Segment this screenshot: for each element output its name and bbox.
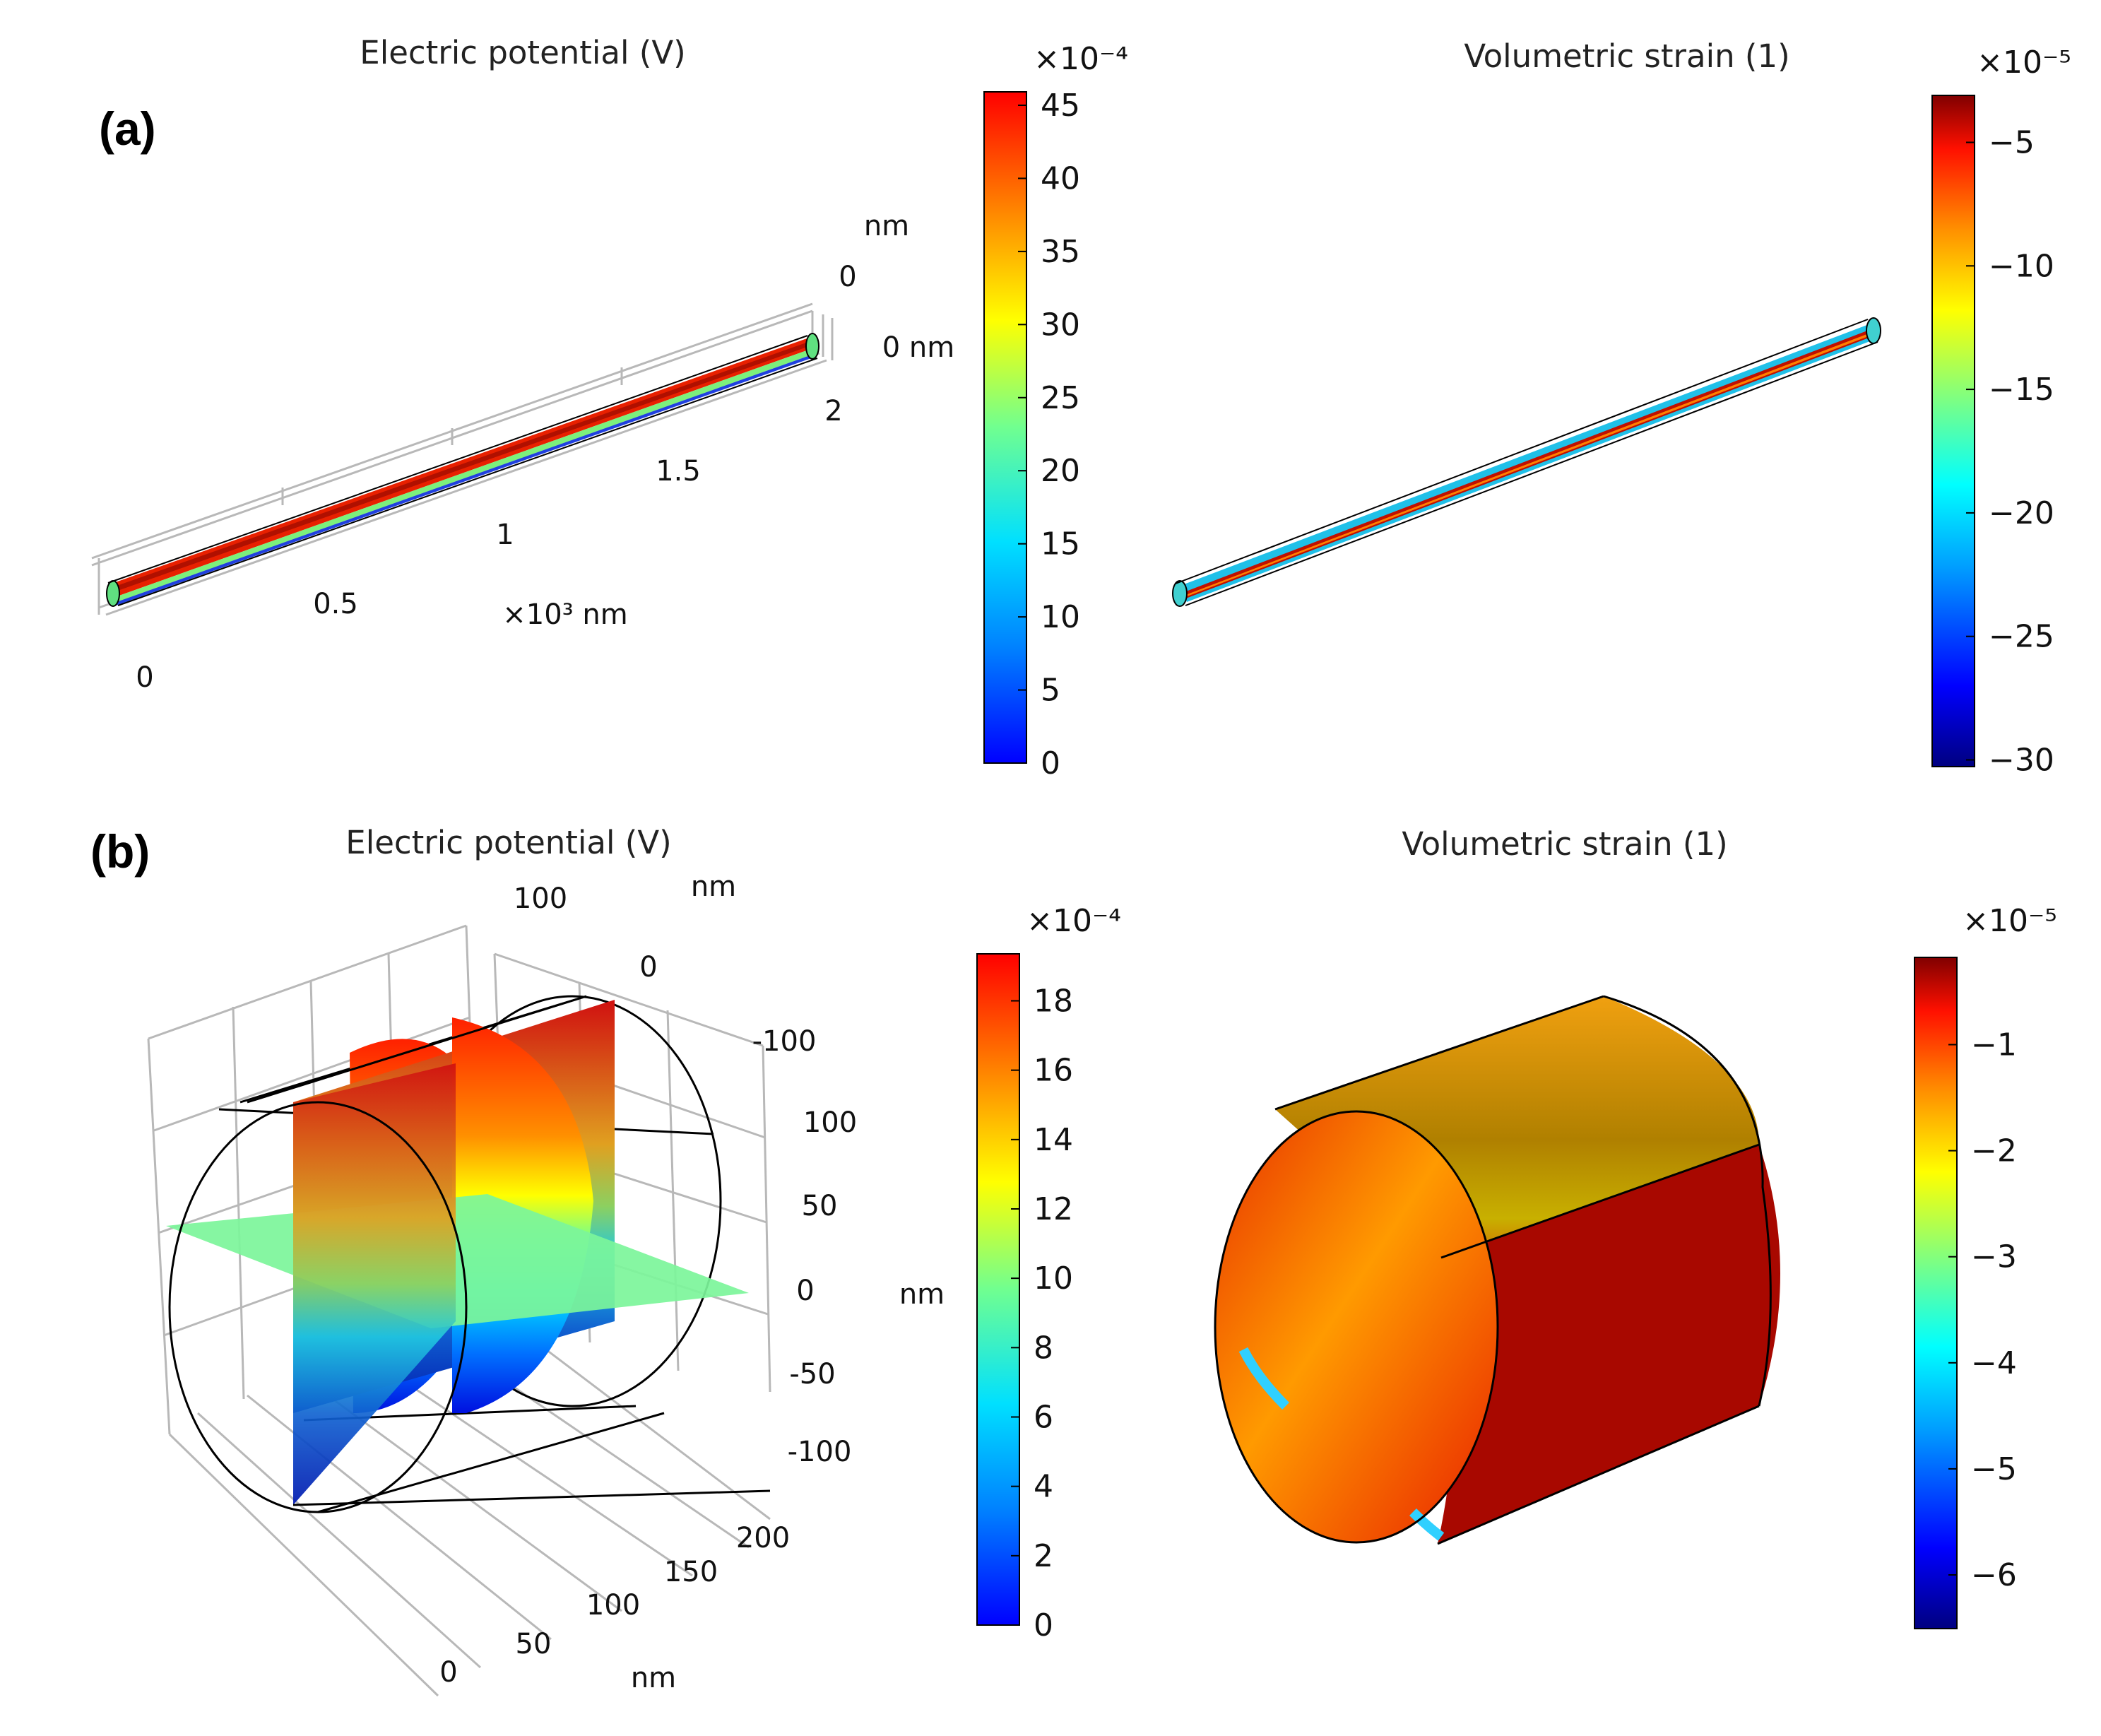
b-left-z-tick-1: 50 xyxy=(802,1190,838,1222)
a-left-x-tick-3: 1.5 xyxy=(656,455,701,488)
b-right-cb-tick-label-3: −3 xyxy=(1971,1239,2017,1275)
b-left-z-tick-0: 100 xyxy=(803,1106,857,1139)
b-left-top-tick-2: -100 xyxy=(752,1025,817,1058)
b-left-x-tick-0: 0 xyxy=(439,1656,457,1689)
a-right-cb-tick-label-3: −15 xyxy=(1989,372,2054,408)
panel-a-right-title: Volumetric strain (1) xyxy=(1464,37,1789,75)
b-right-cb-tick-label-4: −2 xyxy=(1971,1133,2017,1169)
a-left-z-label: 0 nm xyxy=(882,331,954,364)
a-left-x-tick-1: 0.5 xyxy=(313,588,358,620)
a-left-cb-tick-label-5: 25 xyxy=(1041,380,1080,416)
a-left-x-tick-0: 0 xyxy=(136,661,153,694)
panel-b-left-cylinder xyxy=(166,995,771,1513)
a-left-x-tick-2: 1 xyxy=(496,519,514,551)
b-left-cb-tick-label-2: 4 xyxy=(1034,1469,1053,1505)
b-left-cb-tick-label-4: 8 xyxy=(1034,1330,1053,1366)
b-left-cb-tick-label-9: 18 xyxy=(1034,984,1073,1020)
a-left-cb-tick-label-0: 0 xyxy=(1041,745,1060,781)
b-left-cb-tick-label-6: 12 xyxy=(1034,1191,1073,1227)
a-right-cb-tick-label-4: −10 xyxy=(1989,248,2054,284)
a-left-cb-tick-label-2: 10 xyxy=(1041,599,1080,635)
b-right-cb-tick-label-0: −6 xyxy=(1971,1557,2017,1593)
b-left-top-tick-1: 0 xyxy=(639,951,657,984)
a-left-cb-tick-label-1: 5 xyxy=(1041,673,1060,709)
a-left-x-unit: ×10³ nm xyxy=(502,598,627,631)
b-left-x-tick-4: 200 xyxy=(736,1522,790,1554)
a-left-y-tick: 0 xyxy=(839,261,856,293)
panel-a-label: (a) xyxy=(99,102,156,155)
a-left-colorbar: ×10⁻⁴ 0 5 10 15 20 25 30 35 40 45 xyxy=(983,41,1128,781)
b-left-cb-multiplier: ×10⁻⁴ xyxy=(1026,903,1121,939)
panel-a-left-rod xyxy=(106,333,819,607)
a-right-cb-tick-label-0: −30 xyxy=(1989,743,2054,779)
b-left-x-tick-2: 100 xyxy=(586,1589,640,1622)
a-left-cb-tick-label-4: 20 xyxy=(1041,453,1080,489)
b-left-z-unit: nm xyxy=(899,1278,945,1311)
b-left-cb-tick-label-3: 6 xyxy=(1034,1400,1053,1436)
b-right-colorbar: ×10⁻⁵ −6 −5 −4 −3 −2 −1 xyxy=(1914,903,2057,1629)
a-left-cb-tick-label-9: 45 xyxy=(1041,88,1080,124)
panel-b-right-title: Volumetric strain (1) xyxy=(1402,825,1727,863)
b-left-cb-tick-label-1: 2 xyxy=(1034,1538,1053,1574)
a-left-cb-tick-label-8: 40 xyxy=(1041,160,1080,196)
a-right-cb-tick-label-2: −20 xyxy=(1989,495,2054,531)
b-right-cb-tick-label-1: −5 xyxy=(1971,1451,2017,1487)
a-right-cb-tick-label-1: −25 xyxy=(1989,619,2054,655)
panel-a-left-title: Electric potential (V) xyxy=(360,34,685,71)
a-right-cb-tick-label-5: −5 xyxy=(1989,125,2035,161)
b-left-z-tick-3: -50 xyxy=(789,1358,835,1390)
b-left-top-tick-0: 100 xyxy=(514,882,567,915)
b-left-top-unit: nm xyxy=(691,870,736,903)
b-right-cb-tick-label-2: −4 xyxy=(1971,1345,2017,1381)
a-left-cb-tick-label-3: 15 xyxy=(1041,526,1080,562)
a-right-colorbar: ×10⁻⁵ −30 −25 −20 −15 −10 −5 xyxy=(1931,45,2071,779)
b-right-cb-multiplier: ×10⁻⁵ xyxy=(1963,903,2057,939)
a-right-cb-multiplier: ×10⁻⁵ xyxy=(1977,45,2071,81)
b-left-cb-tick-label-8: 16 xyxy=(1034,1053,1073,1089)
b-left-z-tick-2: 0 xyxy=(796,1275,814,1307)
panel-b-left-title: Electric potential (V) xyxy=(345,824,671,861)
b-left-x-tick-3: 150 xyxy=(664,1556,718,1588)
b-left-cb-tick-label-0: 0 xyxy=(1034,1607,1053,1643)
b-left-x-tick-1: 50 xyxy=(516,1628,552,1660)
panel-b-label: (b) xyxy=(90,825,150,878)
b-left-z-tick-4: -100 xyxy=(788,1436,852,1468)
panel-b-right-cylinder xyxy=(1214,995,1780,1545)
b-left-cb-tick-label-5: 10 xyxy=(1034,1260,1073,1297)
b-left-cb-tick-label-7: 14 xyxy=(1034,1122,1073,1158)
panel-a-right-rod xyxy=(1172,317,1881,607)
b-left-x-unit: nm xyxy=(631,1662,676,1694)
a-left-y-unit: nm xyxy=(864,210,909,242)
a-left-cb-multiplier: ×10⁻⁴ xyxy=(1034,41,1128,77)
b-left-colorbar: ×10⁻⁴ 0 2 4 6 8 10 12 14 16 18 xyxy=(976,903,1121,1643)
a-left-x-tick-4: 2 xyxy=(824,395,842,427)
a-left-cb-tick-label-6: 30 xyxy=(1041,307,1080,343)
b-right-cb-tick-label-5: −1 xyxy=(1971,1027,2017,1063)
a-left-cb-tick-label-7: 35 xyxy=(1041,234,1080,270)
